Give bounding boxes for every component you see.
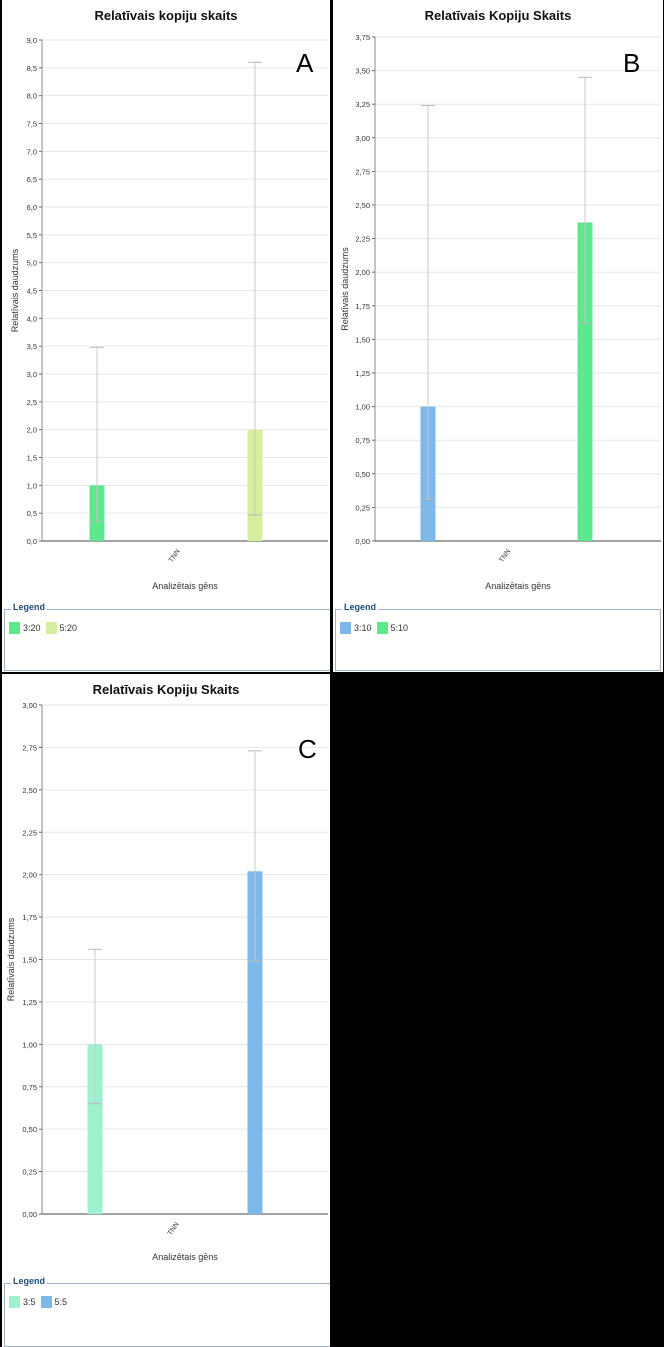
y-tick-label: 3,0 — [27, 370, 37, 379]
bar — [87, 1044, 103, 1214]
y-tick-label: 1,0 — [27, 481, 37, 490]
y-tick-label: 2,00 — [22, 871, 37, 880]
y-tick-label: 0,5 — [27, 509, 37, 518]
legend-swatch — [9, 622, 20, 634]
legend-item: 3:20 — [9, 622, 41, 634]
y-tick-label: 1,75 — [355, 302, 370, 311]
legend-a: Legend 3:20 5:20 — [4, 602, 330, 671]
y-tick-label: 2,0 — [27, 426, 37, 435]
bar — [577, 222, 593, 542]
chart-plot-b: 0,00 0,25 0,50 0,75 1,00 1,25 1,50 1,75 2,00 2,25… — [340, 33, 661, 591]
y-tick-label: 5,0 — [27, 259, 37, 268]
legend-label: 3:5 — [23, 1297, 36, 1307]
y-tick-label: 2,25 — [22, 828, 37, 837]
legend-title-c: Legend — [11, 1276, 48, 1286]
legend-title-b: Legend — [342, 602, 379, 612]
chart-panel-a: 0,0 0,5 1,0 1,5 2,0 2,5 3,0 3,5 4,0 4,5 5,0 5,5 6,0 6… — [2, 0, 330, 672]
y-tick-label: 2,25 — [355, 235, 370, 244]
legend-b: Legend 3:10 5:10 — [335, 602, 661, 671]
x-tick-label: TNN — [167, 1221, 181, 1237]
y-tick-label: 1,00 — [355, 403, 370, 412]
y-tick-label: 2,75 — [22, 743, 37, 752]
chart-title-a: Relatīvais kopiju skaits — [94, 8, 238, 23]
legend-item: 3:10 — [340, 622, 372, 634]
y-tick-label: 3,50 — [355, 67, 370, 76]
legend-swatch — [40, 1296, 52, 1308]
y-tick-label: 3,75 — [355, 33, 370, 42]
panel-label-a: A — [296, 48, 314, 78]
y-tick-label: 5,5 — [27, 231, 37, 240]
y-tick-label: 8,0 — [27, 92, 37, 101]
y-tick-label: 3,5 — [27, 342, 37, 351]
y-tick-label: 2,5 — [27, 398, 37, 407]
y-tick-label: 1,25 — [355, 369, 370, 378]
y-tick-label: 3,25 — [355, 100, 370, 109]
legend-label: 5:10 — [390, 623, 409, 633]
legend-label: 3:10 — [354, 623, 372, 633]
plot-area — [375, 37, 661, 541]
y-tick-label: 2,50 — [22, 786, 37, 795]
legend-label: 5:5 — [54, 1297, 68, 1307]
chart-plot-a: 0,0 0,5 1,0 1,5 2,0 2,5 3,0 3,5 4,0 4,5 5,0 5,5 6,0 6… — [10, 36, 328, 591]
y-tick-label: 2,00 — [355, 268, 370, 277]
y-tick-label: 2,50 — [355, 201, 370, 210]
y-tick-label: 3,00 — [22, 701, 37, 710]
y-tick-label: 1,25 — [22, 998, 37, 1007]
x-axis-label: Analizētais gēns — [152, 1252, 218, 1262]
x-tick-label: TNN — [168, 548, 182, 564]
y-axis-label: Relatīvais daudzums — [10, 248, 20, 332]
panel-label-b: B — [623, 48, 641, 78]
y-tick-label: 1,00 — [22, 1040, 37, 1049]
legend-swatch — [45, 622, 57, 634]
legend-title-a: Legend — [11, 602, 48, 612]
chart-title-b: Relatīvais Kopiju Skaits — [424, 8, 572, 23]
legend-item: 5:20 — [45, 622, 78, 634]
y-tick-label: 0,0 — [27, 537, 37, 546]
y-tick-label: 0,00 — [355, 537, 370, 546]
y-axis-label: Relatīvais daudzums — [6, 917, 16, 1001]
y-tick-label: 0,25 — [355, 503, 370, 512]
chart-panel-c: 0,00 0,25 0,50 0,75 1,00 1,25 1,50 1,75 2,00 2,25… — [2, 674, 330, 1347]
chart-plot-c: 0,00 0,25 0,50 0,75 1,00 1,25 1,50 1,75 2,00 2,25… — [6, 701, 328, 1262]
y-axis-label: Relatīvais daudzums — [340, 247, 350, 331]
y-tick-label: 1,75 — [22, 913, 37, 922]
y-tick-label: 8,5 — [27, 64, 37, 73]
y-tick-label: 0,50 — [355, 470, 370, 479]
legend-item: 5:10 — [376, 622, 409, 634]
legend-swatch — [9, 1296, 20, 1308]
y-tick-label: 1,50 — [355, 335, 370, 344]
legend-item: 5:5 — [40, 1296, 68, 1308]
y-tick-label: 9,0 — [27, 36, 37, 45]
y-tick-label: 6,5 — [27, 175, 37, 184]
legend-swatch — [376, 622, 388, 634]
y-tick-label: 7,5 — [27, 120, 37, 129]
y-tick-label: 3,00 — [355, 134, 370, 143]
x-axis-label: Analizētais gēns — [152, 581, 218, 591]
y-tick-label: 0,50 — [22, 1125, 37, 1134]
chart-panel-b: 0,00 0,25 0,50 0,75 1,00 1,25 1,50 1,75 2,00 2,25… — [333, 0, 663, 672]
legend-label: 3:20 — [23, 623, 41, 633]
chart-title-c: Relatīvais Kopiju Skaits — [92, 682, 240, 697]
x-tick-label: TNN — [498, 548, 512, 564]
y-tick-label: 2,75 — [355, 167, 370, 176]
x-axis-label: Analizētais gēns — [485, 581, 551, 591]
panel-label-c: C — [298, 734, 317, 764]
legend-swatch — [340, 622, 351, 634]
y-tick-label: 1,50 — [22, 956, 37, 965]
y-tick-label: 4,5 — [27, 287, 37, 296]
y-tick-label: 0,00 — [22, 1210, 37, 1219]
y-tick-label: 0,75 — [355, 436, 370, 445]
legend-c: Legend 3:5 5:5 — [4, 1276, 330, 1347]
y-tick-label: 0,75 — [22, 1083, 37, 1092]
y-tick-label: 6,0 — [27, 203, 37, 212]
legend-label: 5:20 — [59, 623, 78, 633]
y-tick-label: 7,0 — [27, 147, 37, 156]
legend-item: 3:5 — [9, 1296, 36, 1308]
y-tick-label: 4,0 — [27, 314, 37, 323]
y-tick-label: 1,5 — [27, 454, 37, 463]
bar — [247, 871, 263, 1214]
y-tick-label: 0,25 — [22, 1168, 37, 1177]
